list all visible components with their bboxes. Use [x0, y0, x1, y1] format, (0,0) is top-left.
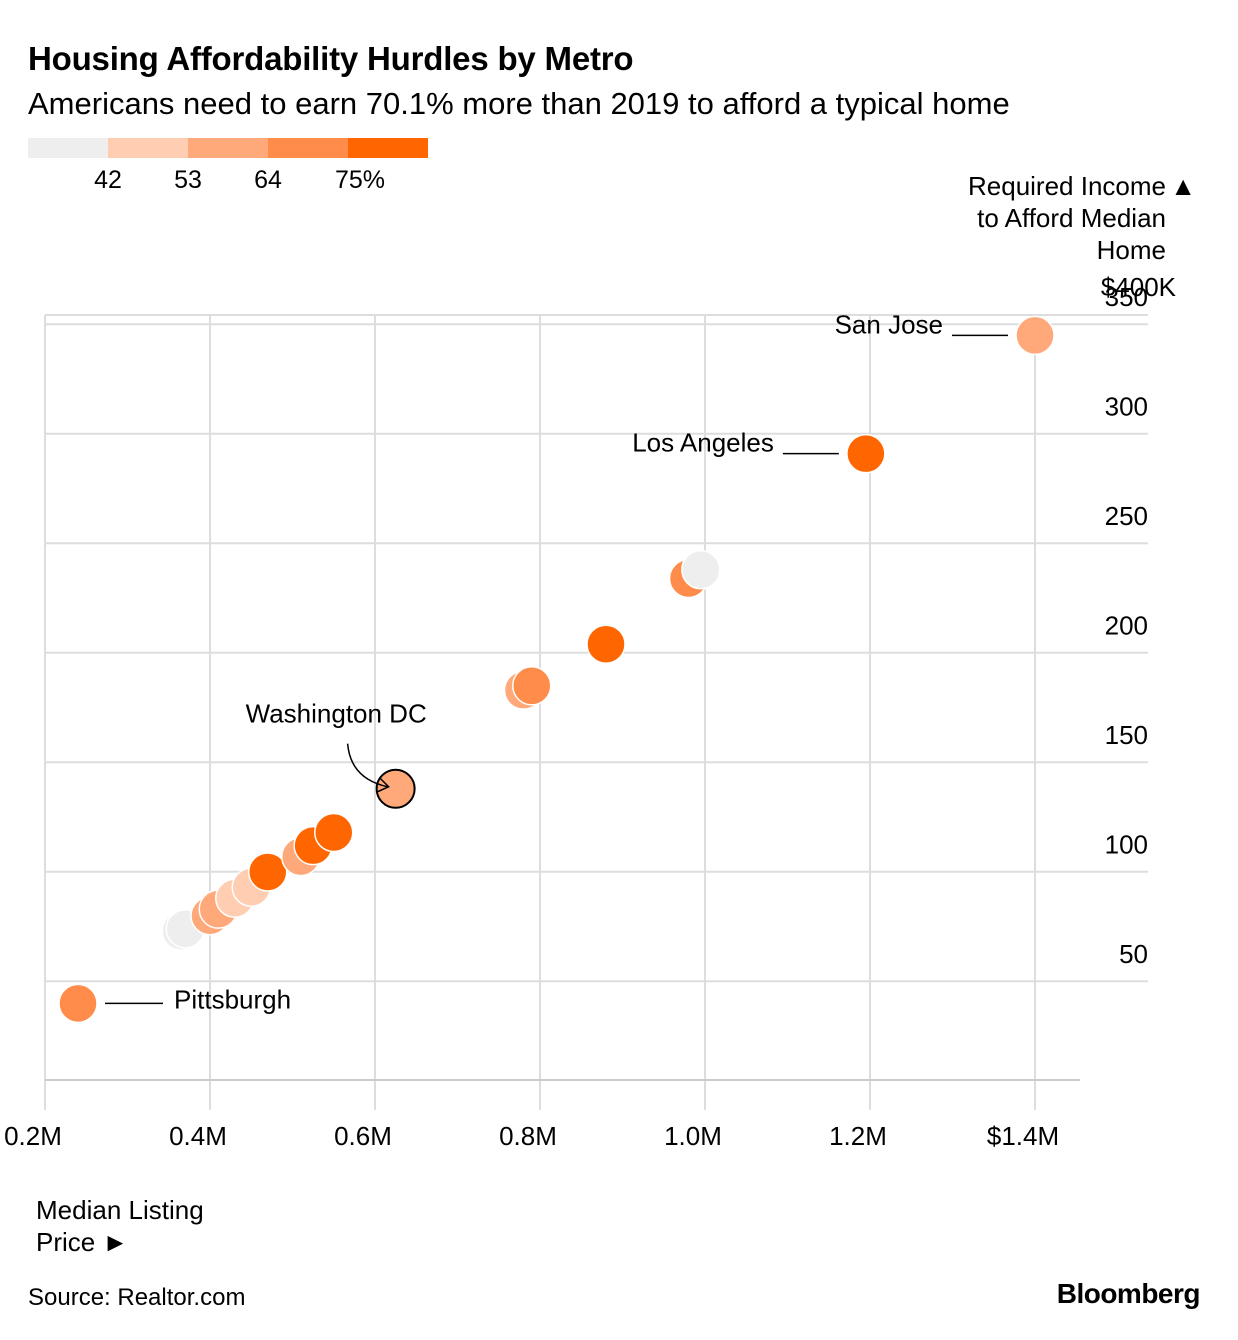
legend-swatch-2 [188, 138, 268, 158]
x-tick-label: $1.4M [987, 1121, 1059, 1151]
data-point [681, 549, 721, 590]
bloomberg-logo: Bloomberg [1056, 1278, 1201, 1309]
data-point [375, 768, 416, 809]
data-point [314, 812, 354, 853]
y-axis-title-line-3: Home [1096, 235, 1166, 265]
data-point [1015, 315, 1055, 356]
x-tick-label: 0.8M [499, 1121, 557, 1151]
y-axis-title-line-1: Required Income [968, 171, 1166, 201]
point-label: Pittsburgh [174, 984, 291, 1014]
color-legend [28, 138, 428, 158]
point-label: Washington DC [246, 699, 427, 729]
x-tick-label: 0.6M [334, 1121, 392, 1151]
point-label: San Jose [835, 309, 943, 339]
y-tick-label: 350 [1105, 282, 1148, 312]
y-axis-top-label: $400K [1100, 272, 1176, 302]
point-label: Los Angeles [632, 428, 774, 458]
x-tick-label: 0.2M [4, 1121, 62, 1151]
data-point [512, 666, 552, 706]
legend-swatch-4 [348, 138, 428, 158]
x-tick-label: 0.4M [169, 1121, 227, 1151]
legend-label-75: 75% [334, 166, 386, 194]
y-tick-label: 100 [1105, 830, 1148, 860]
data-point [248, 852, 288, 892]
legend-label-42: 42 [94, 166, 122, 194]
x-tick-label: 1.0M [664, 1121, 722, 1151]
chart-subtitle: Americans need to earn 70.1% more than 2… [28, 86, 1010, 121]
source-note: Source: Realtor.com [28, 1284, 246, 1311]
y-tick-label: 300 [1105, 392, 1148, 422]
y-tick-label: 50 [1119, 939, 1148, 969]
legend-swatch-3 [268, 138, 348, 158]
data-point [586, 624, 626, 664]
x-axis-title: Median Listing Price ► [36, 1194, 204, 1258]
data-point [846, 433, 886, 474]
chart-title: Housing Affordability Hurdles by Metro [28, 40, 634, 77]
y-axis-title-line-2: to Afford Median [977, 203, 1166, 233]
legend-label-53: 53 [174, 166, 202, 194]
data-point [58, 983, 98, 1024]
annotation-arrow [346, 743, 388, 788]
legend-swatch-0 [28, 138, 108, 158]
x-axis-title-line-2: Price ► [36, 1227, 129, 1257]
legend-swatch-1 [108, 138, 188, 158]
arrowhead-icon [377, 778, 390, 793]
legend-label-64: 64 [254, 166, 282, 194]
y-tick-label: 200 [1105, 611, 1148, 641]
up-triangle-icon: ▲ [1170, 171, 1196, 201]
y-tick-label: 150 [1105, 720, 1148, 750]
x-axis-title-line-1: Median Listing [36, 1195, 204, 1225]
y-tick-label: 250 [1105, 501, 1148, 531]
x-tick-label: 1.2M [829, 1121, 887, 1151]
y-axis-title: Required Income ▲ to Afford Median Home [968, 170, 1196, 266]
